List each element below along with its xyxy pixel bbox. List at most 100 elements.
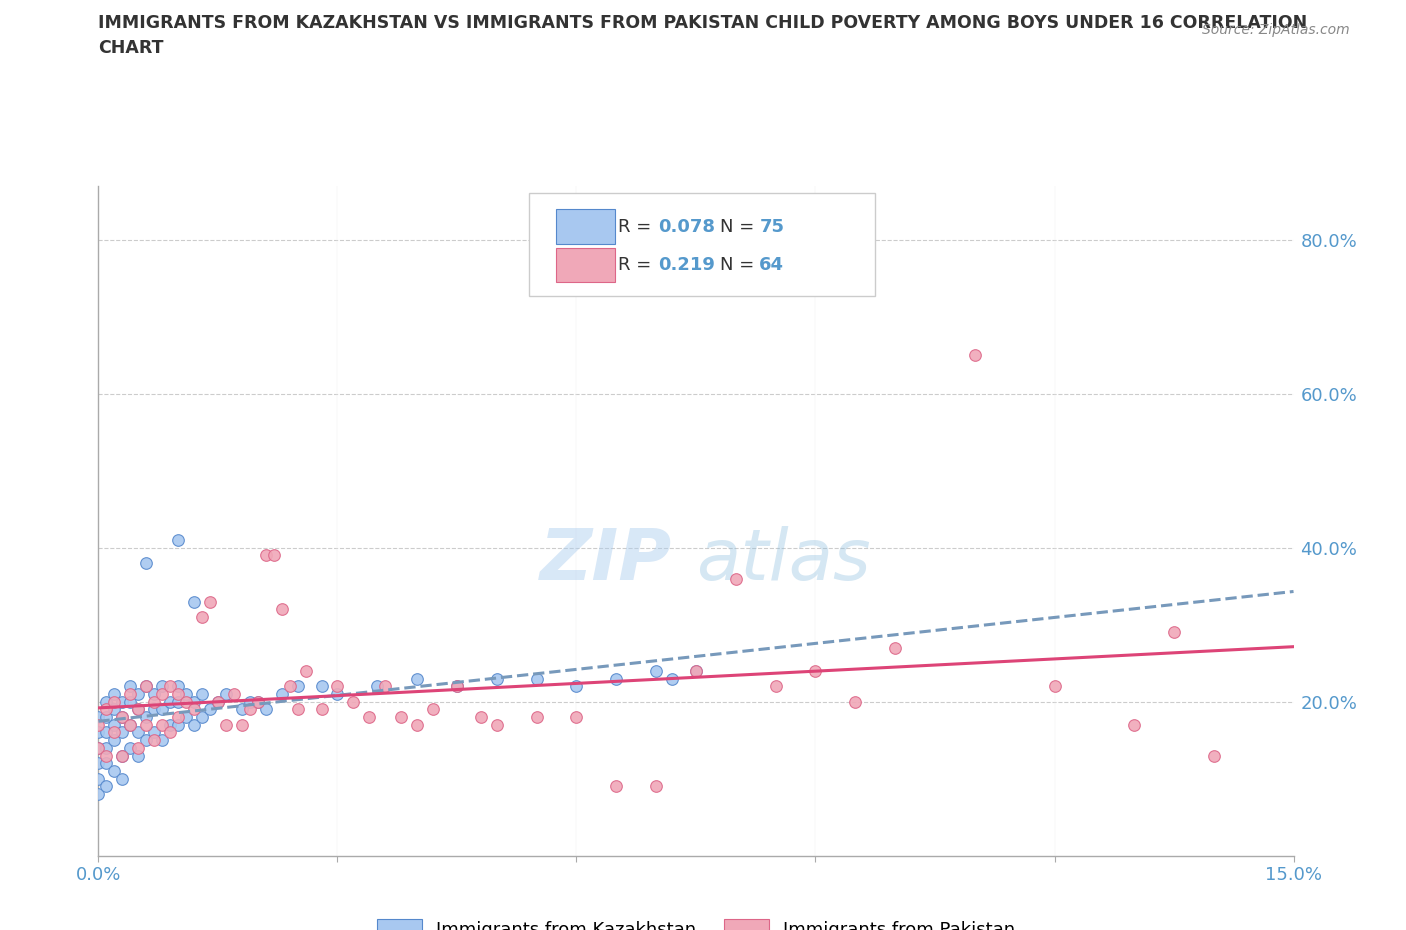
Point bbox=[207, 694, 229, 709]
Point bbox=[150, 702, 173, 717]
Point bbox=[87, 756, 110, 771]
Point bbox=[254, 548, 277, 563]
Text: 75: 75 bbox=[759, 218, 785, 236]
Point bbox=[246, 694, 269, 709]
Point bbox=[374, 679, 396, 694]
Point bbox=[111, 771, 134, 786]
Point bbox=[207, 694, 229, 709]
Text: R =: R = bbox=[619, 218, 657, 236]
Point bbox=[526, 671, 548, 686]
Point bbox=[294, 663, 316, 678]
Point bbox=[470, 710, 492, 724]
Point bbox=[150, 679, 173, 694]
Point bbox=[884, 641, 907, 656]
Point bbox=[120, 717, 142, 732]
Point bbox=[167, 686, 190, 701]
Point bbox=[215, 686, 238, 701]
Point bbox=[87, 740, 110, 755]
Text: 0.219: 0.219 bbox=[658, 256, 714, 274]
Point bbox=[605, 671, 627, 686]
Point bbox=[198, 594, 221, 609]
Point bbox=[661, 671, 683, 686]
Point bbox=[215, 717, 238, 732]
Point bbox=[174, 686, 197, 701]
Point bbox=[159, 717, 181, 732]
Point bbox=[167, 694, 190, 709]
Point bbox=[239, 702, 262, 717]
Point bbox=[270, 686, 292, 701]
Point bbox=[96, 702, 118, 717]
Point bbox=[103, 764, 125, 778]
Point bbox=[135, 733, 157, 748]
Point bbox=[120, 740, 142, 755]
Point bbox=[127, 686, 149, 701]
Text: N =: N = bbox=[720, 256, 759, 274]
Point bbox=[278, 679, 301, 694]
Point bbox=[96, 748, 118, 763]
Point bbox=[446, 679, 468, 694]
Point bbox=[127, 702, 149, 717]
Point bbox=[150, 717, 173, 732]
Point bbox=[120, 694, 142, 709]
Point bbox=[645, 779, 668, 794]
Point bbox=[103, 702, 125, 717]
Point bbox=[143, 686, 166, 701]
Point bbox=[111, 748, 134, 763]
Point bbox=[222, 686, 245, 701]
Text: R =: R = bbox=[619, 256, 657, 274]
Point bbox=[103, 717, 125, 732]
Point bbox=[804, 663, 827, 678]
Point bbox=[270, 602, 292, 617]
Legend: Immigrants from Kazakhstan, Immigrants from Pakistan: Immigrants from Kazakhstan, Immigrants f… bbox=[370, 911, 1022, 930]
Point bbox=[342, 694, 364, 709]
Point bbox=[103, 733, 125, 748]
Point bbox=[167, 679, 190, 694]
Point bbox=[96, 694, 118, 709]
Point bbox=[183, 717, 205, 732]
Point bbox=[366, 679, 388, 694]
Point bbox=[311, 679, 333, 694]
Point bbox=[191, 609, 214, 624]
Point bbox=[191, 686, 214, 701]
Point bbox=[198, 702, 221, 717]
Point bbox=[135, 717, 157, 732]
Point bbox=[311, 702, 333, 717]
Point bbox=[127, 740, 149, 755]
Text: ZIP: ZIP bbox=[540, 526, 672, 595]
Point bbox=[239, 694, 262, 709]
Point bbox=[87, 787, 110, 802]
Point bbox=[143, 694, 166, 709]
Point bbox=[167, 533, 190, 548]
Point bbox=[167, 717, 190, 732]
Text: IMMIGRANTS FROM KAZAKHSTAN VS IMMIGRANTS FROM PAKISTAN CHILD POVERTY AMONG BOYS : IMMIGRANTS FROM KAZAKHSTAN VS IMMIGRANTS… bbox=[98, 14, 1308, 32]
Point bbox=[685, 663, 707, 678]
Text: N =: N = bbox=[720, 218, 759, 236]
Point bbox=[963, 348, 986, 363]
Point bbox=[231, 702, 253, 717]
Point bbox=[605, 779, 627, 794]
Point bbox=[844, 694, 866, 709]
Point bbox=[150, 686, 173, 701]
Point bbox=[183, 594, 205, 609]
Point bbox=[174, 710, 197, 724]
Point bbox=[87, 740, 110, 755]
Point bbox=[111, 694, 134, 709]
Point bbox=[111, 748, 134, 763]
Text: CHART: CHART bbox=[98, 39, 165, 57]
Text: 64: 64 bbox=[759, 256, 785, 274]
Point bbox=[87, 725, 110, 740]
Point bbox=[406, 671, 429, 686]
Point bbox=[359, 710, 381, 724]
Point bbox=[254, 702, 277, 717]
Point bbox=[422, 702, 444, 717]
Point bbox=[231, 717, 253, 732]
Point bbox=[485, 717, 508, 732]
Point bbox=[143, 725, 166, 740]
FancyBboxPatch shape bbox=[557, 209, 614, 245]
Point bbox=[135, 556, 157, 571]
Point bbox=[96, 710, 118, 724]
FancyBboxPatch shape bbox=[557, 247, 614, 283]
Point bbox=[87, 717, 110, 732]
Point bbox=[103, 725, 125, 740]
Point bbox=[159, 679, 181, 694]
